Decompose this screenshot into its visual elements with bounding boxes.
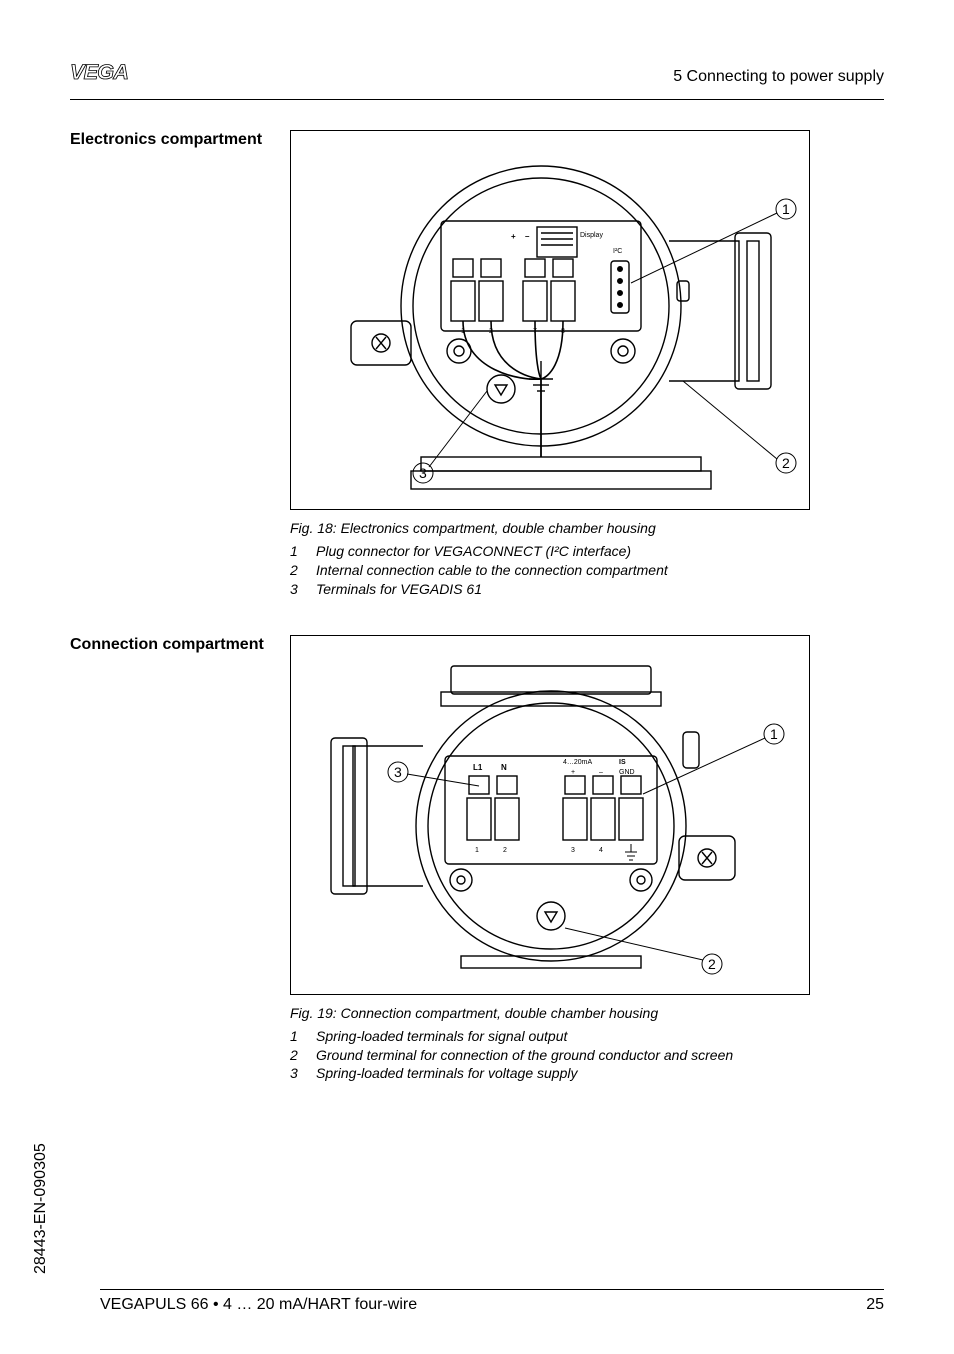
termL-2: 2	[503, 847, 507, 854]
callout-2: 2	[782, 455, 790, 471]
label-signal: 4…20mA	[563, 759, 593, 766]
figure-18-caption: Fig. 18: Electronics compartment, double…	[290, 520, 884, 536]
label-n: N	[501, 763, 507, 772]
term-8: 8	[561, 328, 565, 335]
term-1: 1	[461, 328, 465, 335]
label-minus2: –	[599, 769, 603, 776]
page-number: 25	[866, 1296, 884, 1314]
section-label-connection: Connection compart­ment	[70, 635, 290, 1108]
label-plus2: +	[571, 769, 575, 776]
section-title: 5 Connecting to power supply	[673, 68, 884, 86]
figure-19: L1 N 4…20mA IS + – GND 1 2 3 4	[290, 635, 810, 995]
label-l1: L1	[473, 763, 483, 772]
figure-19-legend: 1Spring-loaded terminals for signal outp…	[290, 1027, 884, 1084]
callout-3: 3	[419, 465, 427, 481]
section-label-electronics: Electronics compart­ment	[70, 130, 290, 623]
termR-4: 4	[599, 847, 603, 854]
page-header: VEGA 5 Connecting to power supply	[70, 60, 884, 100]
figure-19-caption: Fig. 19: Connection compartment, double …	[290, 1005, 884, 1021]
label-i2c: I²C	[613, 248, 622, 255]
footer-left: VEGAPULS 66 • 4 … 20 mA/HART four-wire	[100, 1296, 417, 1314]
section-connection: Connection compart­ment	[70, 635, 884, 1108]
callout-3b: 3	[394, 764, 402, 780]
figure-18-legend: 1Plug connector for VEGACONNECT (I²C int…	[290, 542, 884, 599]
termR-3: 3	[571, 847, 575, 854]
document-id: 28443-EN-090305	[32, 1143, 50, 1274]
label-display: Display	[580, 232, 603, 239]
label-is: IS	[619, 759, 626, 766]
vega-logo: VEGA	[70, 60, 170, 93]
label-gnd: GND	[619, 769, 635, 776]
label-minus: –	[525, 232, 530, 241]
page-footer: VEGAPULS 66 • 4 … 20 mA/HART four-wire 2…	[100, 1289, 884, 1314]
figure-18: Display I²C + – 1 2 7 8 1 2	[290, 130, 810, 510]
term-2: 2	[489, 328, 493, 335]
svg-text:VEGA: VEGA	[70, 60, 128, 84]
callout-1b: 1	[770, 726, 778, 742]
callout-1: 1	[782, 201, 790, 217]
termL-1: 1	[475, 847, 479, 854]
label-plus: +	[511, 232, 516, 241]
section-electronics: Electronics compart­ment	[70, 130, 884, 623]
term-7: 7	[533, 328, 537, 335]
callout-2b: 2	[708, 956, 716, 972]
